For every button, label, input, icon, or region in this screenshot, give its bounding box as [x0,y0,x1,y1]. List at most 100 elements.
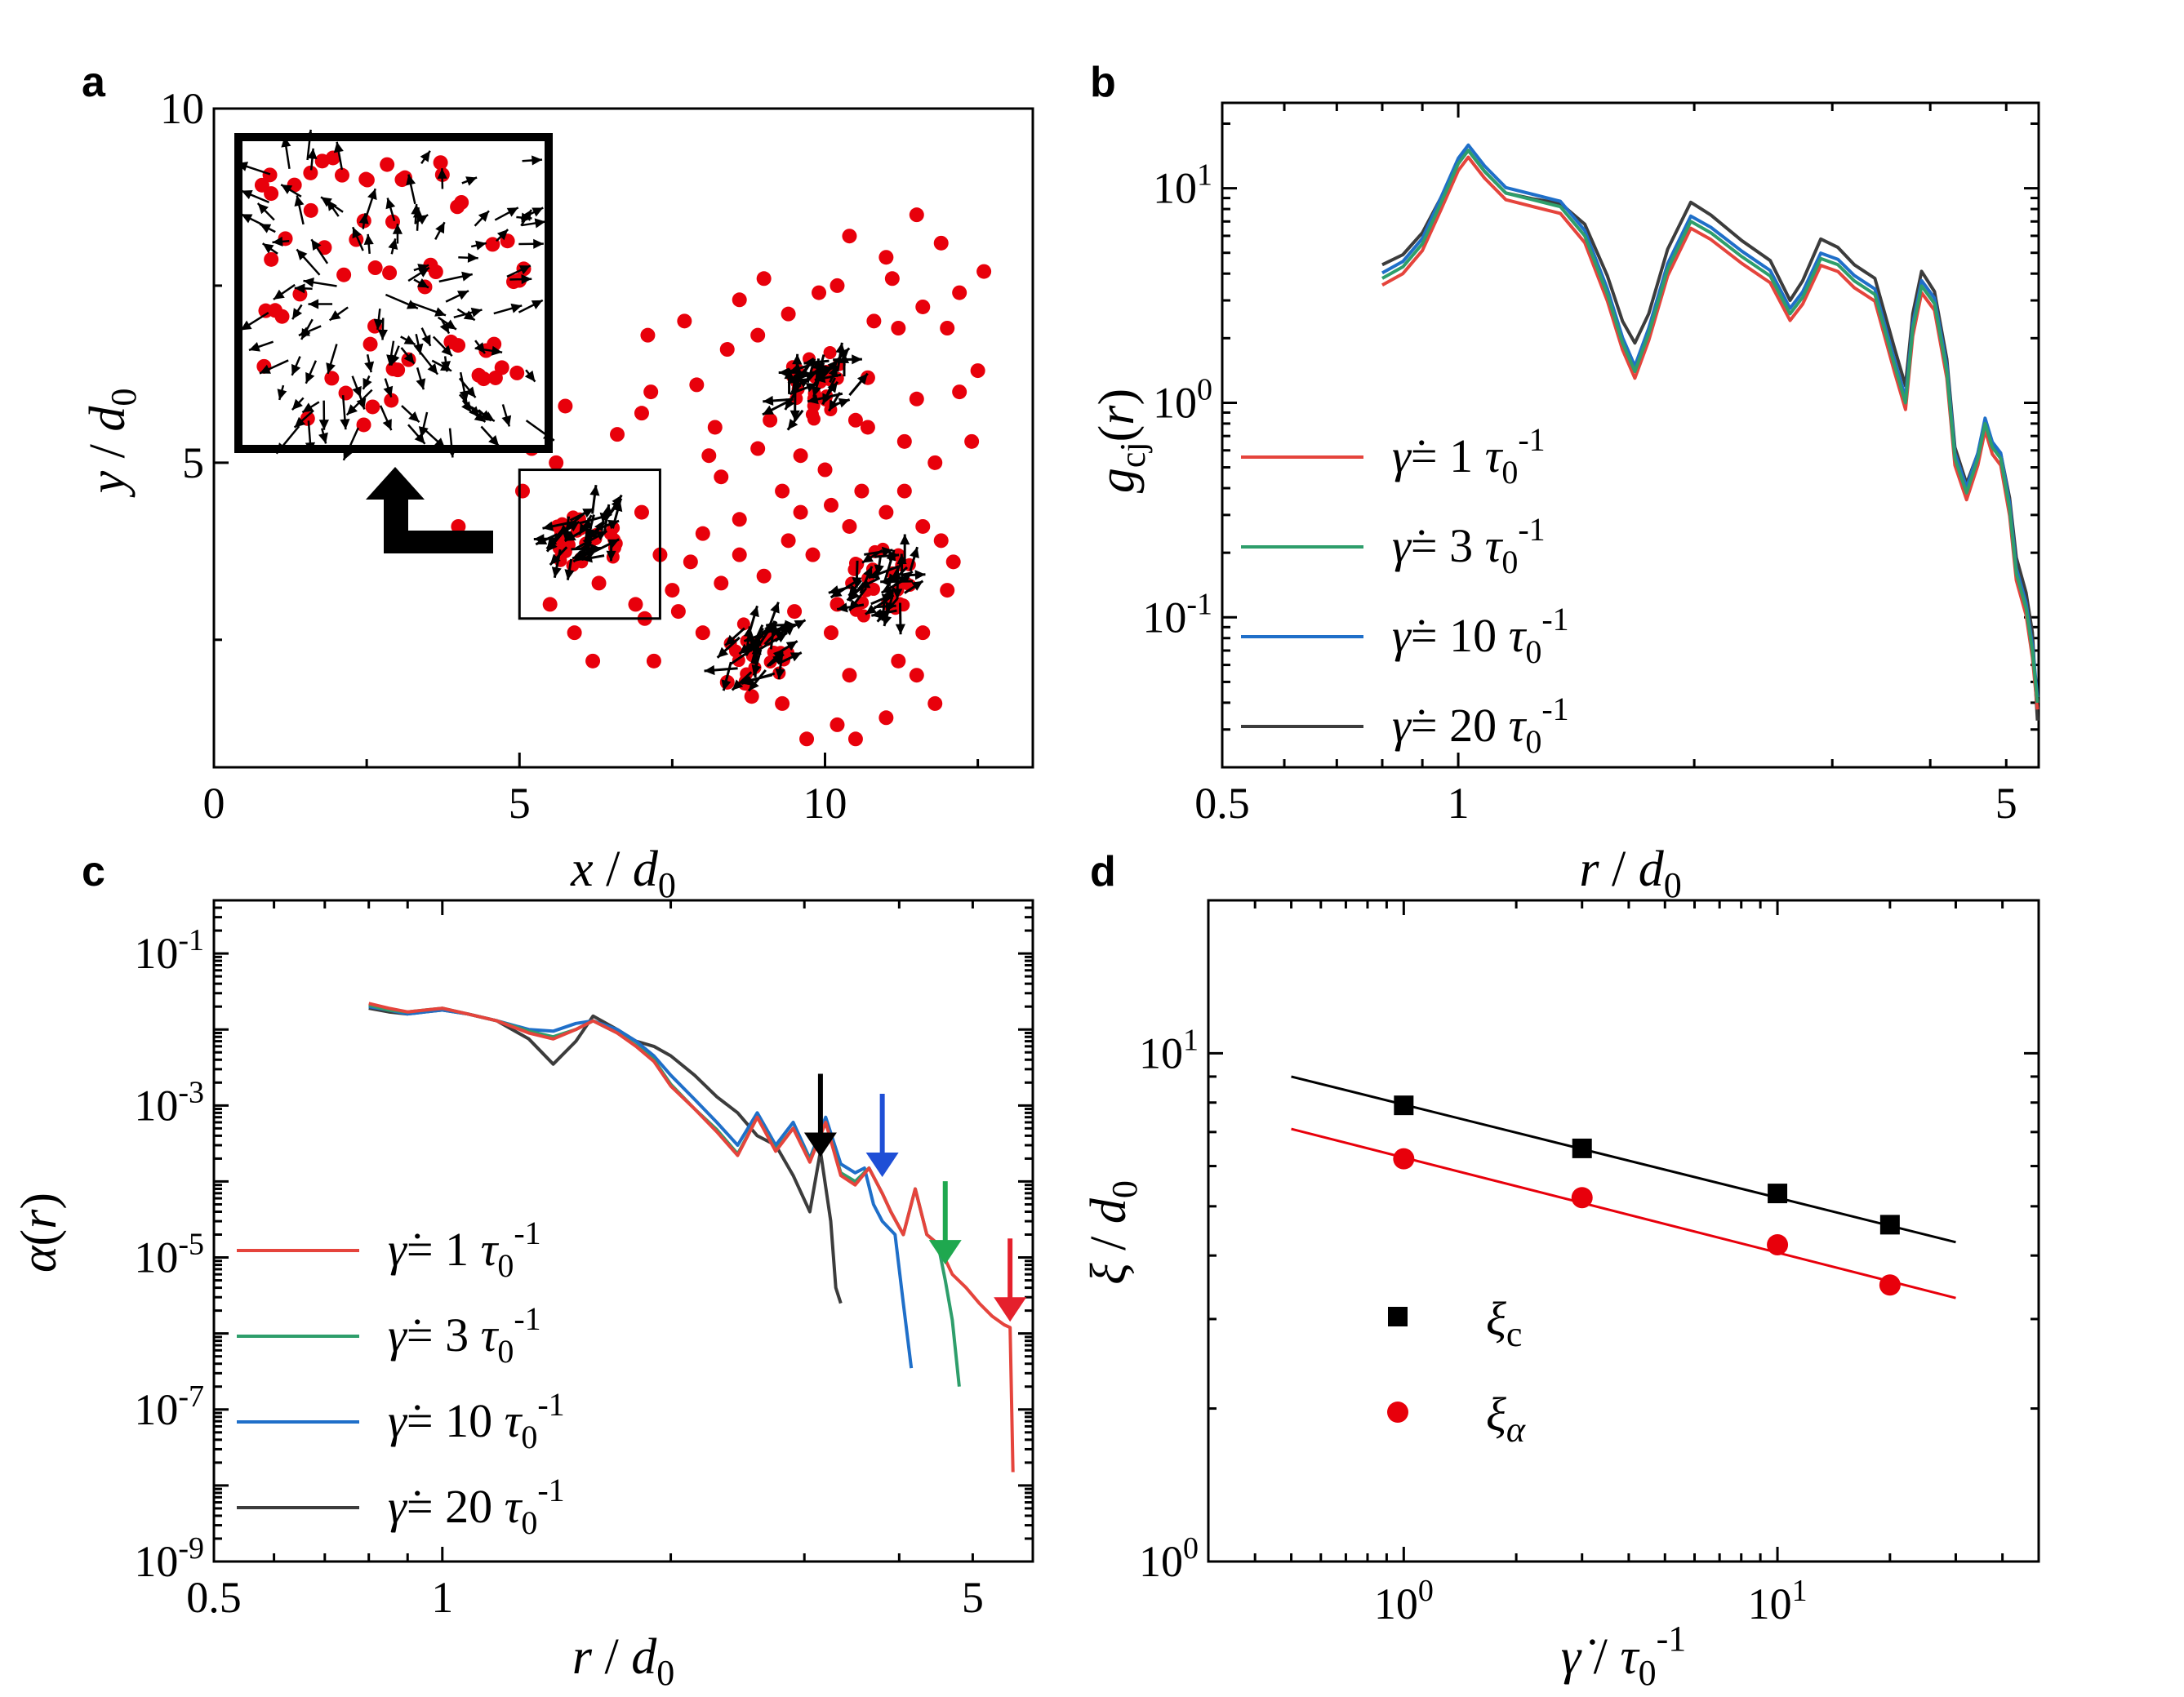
panel-a-inset-arrow-head [301,327,311,340]
panel-a-particle [793,504,808,520]
panel-a-displacement-arrow-head [828,585,840,595]
panel-a-displacement-arrow-head [785,641,798,651]
panel-a-inset-arrow-head [403,335,416,345]
panel-a-inset-arrow-head [326,362,336,374]
panel-a-inset-arrow-head [358,213,369,224]
panel-a-particle [952,285,967,300]
panel-a-particle [915,518,931,534]
panel-a-inset-arrow-head [459,390,469,402]
panel-a-displacement-arrow-head [794,620,806,629]
panel-a-displacement-arrow-head [835,342,846,354]
panel-c-cutoff-arrow-head [928,1240,962,1265]
panel-b-x-tick-label: 0.5 [1194,779,1250,828]
panel-a-inset-arrow-head [257,202,269,215]
panel-a-inset-arrow-head [542,430,554,441]
panel-b-legend-label: γ̇= 10 τ0-1 [1392,601,1569,670]
panel-d-x-tick-label: 100 [1374,1574,1434,1628]
panel-a-inset-particle [494,360,509,375]
panel-c-x-tick-label: 1 [431,1573,453,1622]
panel-a-inset-arrow-head [318,432,328,444]
panel-a-inset-particle [314,153,330,169]
panel-a-particle [695,625,710,641]
panel-b-frame [1221,101,2040,769]
panel-a-inset-arrow-head [273,289,285,300]
panel-a-displacement-arrow-head [862,553,874,563]
panel-a-displacement-arrow-head [812,385,821,398]
panel-a-particle [812,285,827,300]
panel-a-particle [847,412,863,428]
panel-a-inset-particle [384,393,399,408]
panel-a-particle [793,448,808,464]
panel-a-inset-particle [390,362,406,378]
panel-a-inset-arrow-head [465,176,478,186]
panel-a-inset-arrow-head [518,265,531,275]
panel-a-particle [750,441,766,456]
panel-a-particle [915,625,931,641]
panel-a-inset-arrow-head [259,364,271,374]
panel-a-particle [854,483,870,499]
panel-a-displacement-arrow-head [863,566,873,578]
panel-c-y-tick-label: 10-9 [134,1531,204,1586]
panel-a-displacement-arrow-head [892,589,903,599]
panel-a-inset-arrow-head [411,204,421,215]
panel-a-particle [945,554,961,570]
panel-a-inset-particle [471,367,487,383]
panel-a-displacement-arrow-head [547,540,558,552]
panel-a-particle [689,377,705,393]
panel-c-series-line [368,1002,1015,1473]
panel-a-displacement-arrow-head [911,580,923,591]
panel-a-inset-particle [443,334,459,349]
panel-a-inset-arrow-head [383,385,394,398]
panel-a-particle [896,483,912,499]
panel-a-displacement-arrow-head [762,405,774,415]
panel-a-particle [670,604,686,620]
panel-a-particle [909,391,924,406]
panel-a-x-tick-label: 5 [509,779,531,828]
panel-d-fit-line [1291,1127,1956,1299]
panel-a-inset-arrow-head [281,184,293,194]
panel-a-displacement-arrow-head [790,410,800,421]
panel-a-x-axis-label: x / d0 [570,842,676,905]
panel-a-inset-arrow-head [474,411,486,422]
panel-a-inset-arrow-head [356,398,367,410]
panel-a-particle [976,264,992,279]
panel-a-inset-arrow-head [470,307,483,318]
panel-c-y-axis-label: α(r) [11,1193,67,1273]
panel-a-displacement-arrow-head [564,569,575,580]
panel-a-particle [732,292,747,308]
panel-a-displacement-arrow-head [856,373,868,385]
panel-a-particle [514,483,530,499]
panel-a-inset-arrow-head [343,448,353,460]
panel-a-particle [451,518,466,534]
panel-a-cluster-particle [866,582,880,596]
panel-a-particle [781,306,796,322]
panel-a-particle [665,583,680,598]
panel-a-particle [909,207,924,223]
panel-a-inset-particle [363,336,378,352]
panel-a-zoom-box [518,469,661,620]
panel-a-inset-arrow-head [533,238,544,249]
panel-a-displacement-arrow-head [792,380,802,393]
panel-c-y-tick-label: 10-1 [134,923,204,978]
panel-a-particle [732,512,747,527]
panel-a-zoom-arrow [366,467,493,553]
panel-a-particle [646,653,661,669]
panel-a-inset-arrow-head [388,238,398,250]
panel-a-displacement-arrow-head [896,553,907,565]
panel-a-inset-arrow-head [506,207,518,217]
panel-a-displacement-arrow-head [582,509,594,518]
panel-a-particle [847,731,863,747]
panel-a-displacement-arrow-head [785,398,795,411]
panel-a-inset-arrow-head [291,398,303,411]
panel-a-displacement-arrow-head [582,518,593,529]
panel-a-inset-arrow-head [479,410,492,421]
panel-d-xi-alpha-marker [1571,1187,1593,1209]
panel-a-inset-arrow-head [461,401,472,413]
panel-a-inset-arrow-head [277,389,287,400]
panel-a-particle [643,384,659,400]
panel-a-inset-particle [268,303,283,318]
panel-a-particle [558,398,573,414]
panel-a-inset-arrow-head [308,299,319,309]
panel-a-particle [714,575,729,591]
